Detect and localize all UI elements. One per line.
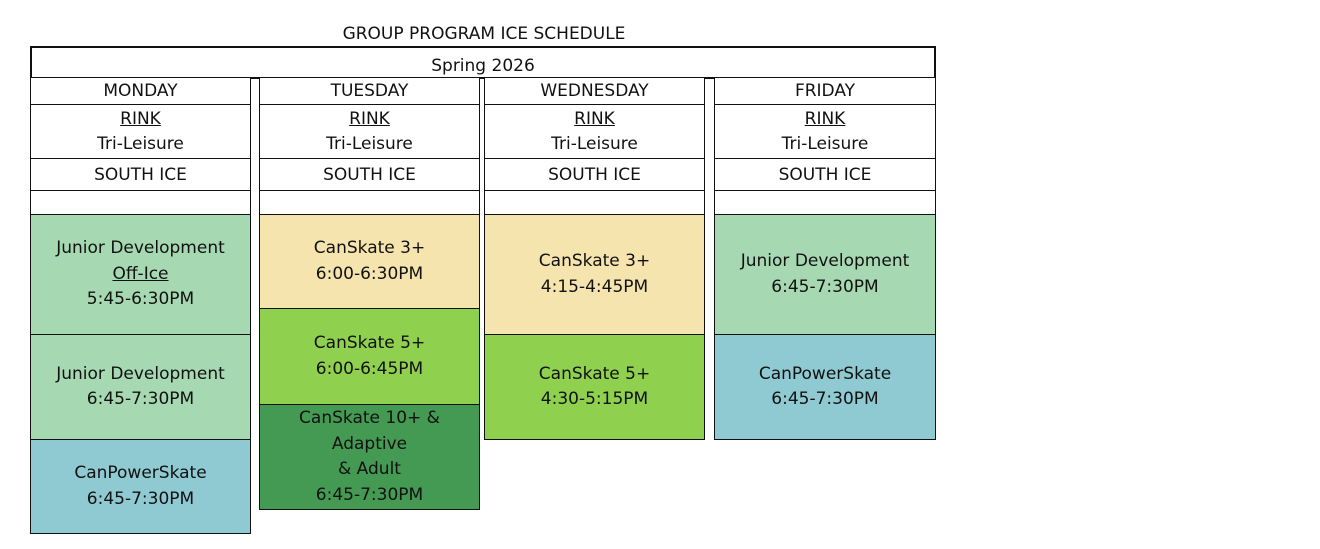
session-name: Junior Development <box>56 363 225 384</box>
session-name: Junior Development <box>56 238 225 259</box>
session-time: 6:45-7:30PM <box>771 389 879 409</box>
session-block: CanSkate 5+ 6:00-6:45PM <box>259 308 480 405</box>
spacer-cell-wednesday <box>484 190 705 215</box>
rink-cell-friday: RINK Tri-Leisure <box>714 104 936 159</box>
rink-label: RINK <box>804 108 846 129</box>
season-label: Spring 2026 <box>30 46 936 79</box>
ice-surface-tuesday: SOUTH ICE <box>259 158 480 191</box>
session-name: CanSkate 5+ <box>538 363 651 384</box>
session-note: Off-Ice <box>112 263 169 284</box>
day-header-tuesday: TUESDAY <box>259 77 480 105</box>
session-block: CanSkate 3+ 6:00-6:30PM <box>259 214 480 309</box>
ice-surface-monday: SOUTH ICE <box>30 158 251 191</box>
session-block: CanSkate 10+ & Adaptive & Adult 6:45-7:3… <box>259 404 480 510</box>
session-name: CanSkate 3+ <box>538 251 651 271</box>
schedule-title: GROUP PROGRAM ICE SCHEDULE <box>342 24 626 44</box>
day-header-monday: MONDAY <box>30 77 251 105</box>
session-time: 6:45-7:30PM <box>315 484 424 505</box>
spacer-cell-friday <box>714 190 936 215</box>
rink-name: Tri-Leisure <box>326 133 413 154</box>
session-time: 6:00-6:30PM <box>315 263 424 284</box>
session-name-continued: & Adult <box>338 459 401 479</box>
session-block: Junior Development Off-Ice 5:45-6:30PM <box>30 214 251 335</box>
session-block: CanSkate 3+ 4:15-4:45PM <box>484 214 705 335</box>
rink-cell-monday: RINK Tri-Leisure <box>30 104 251 159</box>
session-block: CanPowerSkate 6:45-7:30PM <box>30 439 251 534</box>
rink-name: Tri-Leisure <box>551 133 638 154</box>
session-name: CanPowerSkate <box>74 463 207 483</box>
rink-label: RINK <box>349 108 390 129</box>
session-time: 6:45-7:30PM <box>771 276 879 297</box>
session-time: 5:45-6:30PM <box>86 289 195 310</box>
session-block: Junior Development 6:45-7:30PM <box>30 334 251 440</box>
session-name: CanSkate 5+ <box>313 333 426 353</box>
day-header-wednesday: WEDNESDAY <box>484 77 705 105</box>
rink-name: Tri-Leisure <box>781 133 869 154</box>
session-name: CanSkate 10+ & Adaptive <box>299 408 440 454</box>
session-time: 6:45-7:30PM <box>86 488 195 509</box>
session-time: 6:45-7:30PM <box>86 389 195 409</box>
rink-label: RINK <box>574 108 615 129</box>
session-time: 6:00-6:45PM <box>315 358 424 379</box>
session-name: Junior Development <box>740 251 910 271</box>
session-name: CanSkate 3+ <box>313 238 426 258</box>
spacer-cell-monday <box>30 190 251 215</box>
rink-cell-wednesday: RINK Tri-Leisure <box>484 104 705 159</box>
session-time: 4:15-4:45PM <box>540 276 649 297</box>
rink-label: RINK <box>120 108 161 129</box>
session-time: 4:30-5:15PM <box>540 389 649 409</box>
spacer-cell-tuesday <box>259 190 480 215</box>
ice-surface-wednesday: SOUTH ICE <box>484 158 705 191</box>
session-name: CanPowerSkate <box>758 363 892 384</box>
session-block: Junior Development 6:45-7:30PM <box>714 214 936 335</box>
day-header-friday: FRIDAY <box>714 77 936 105</box>
session-block: CanSkate 5+ 4:30-5:15PM <box>484 334 705 440</box>
rink-cell-tuesday: RINK Tri-Leisure <box>259 104 480 159</box>
session-block: CanPowerSkate 6:45-7:30PM <box>714 334 936 440</box>
rink-name: Tri-Leisure <box>97 133 184 154</box>
ice-surface-friday: SOUTH ICE <box>714 158 936 191</box>
